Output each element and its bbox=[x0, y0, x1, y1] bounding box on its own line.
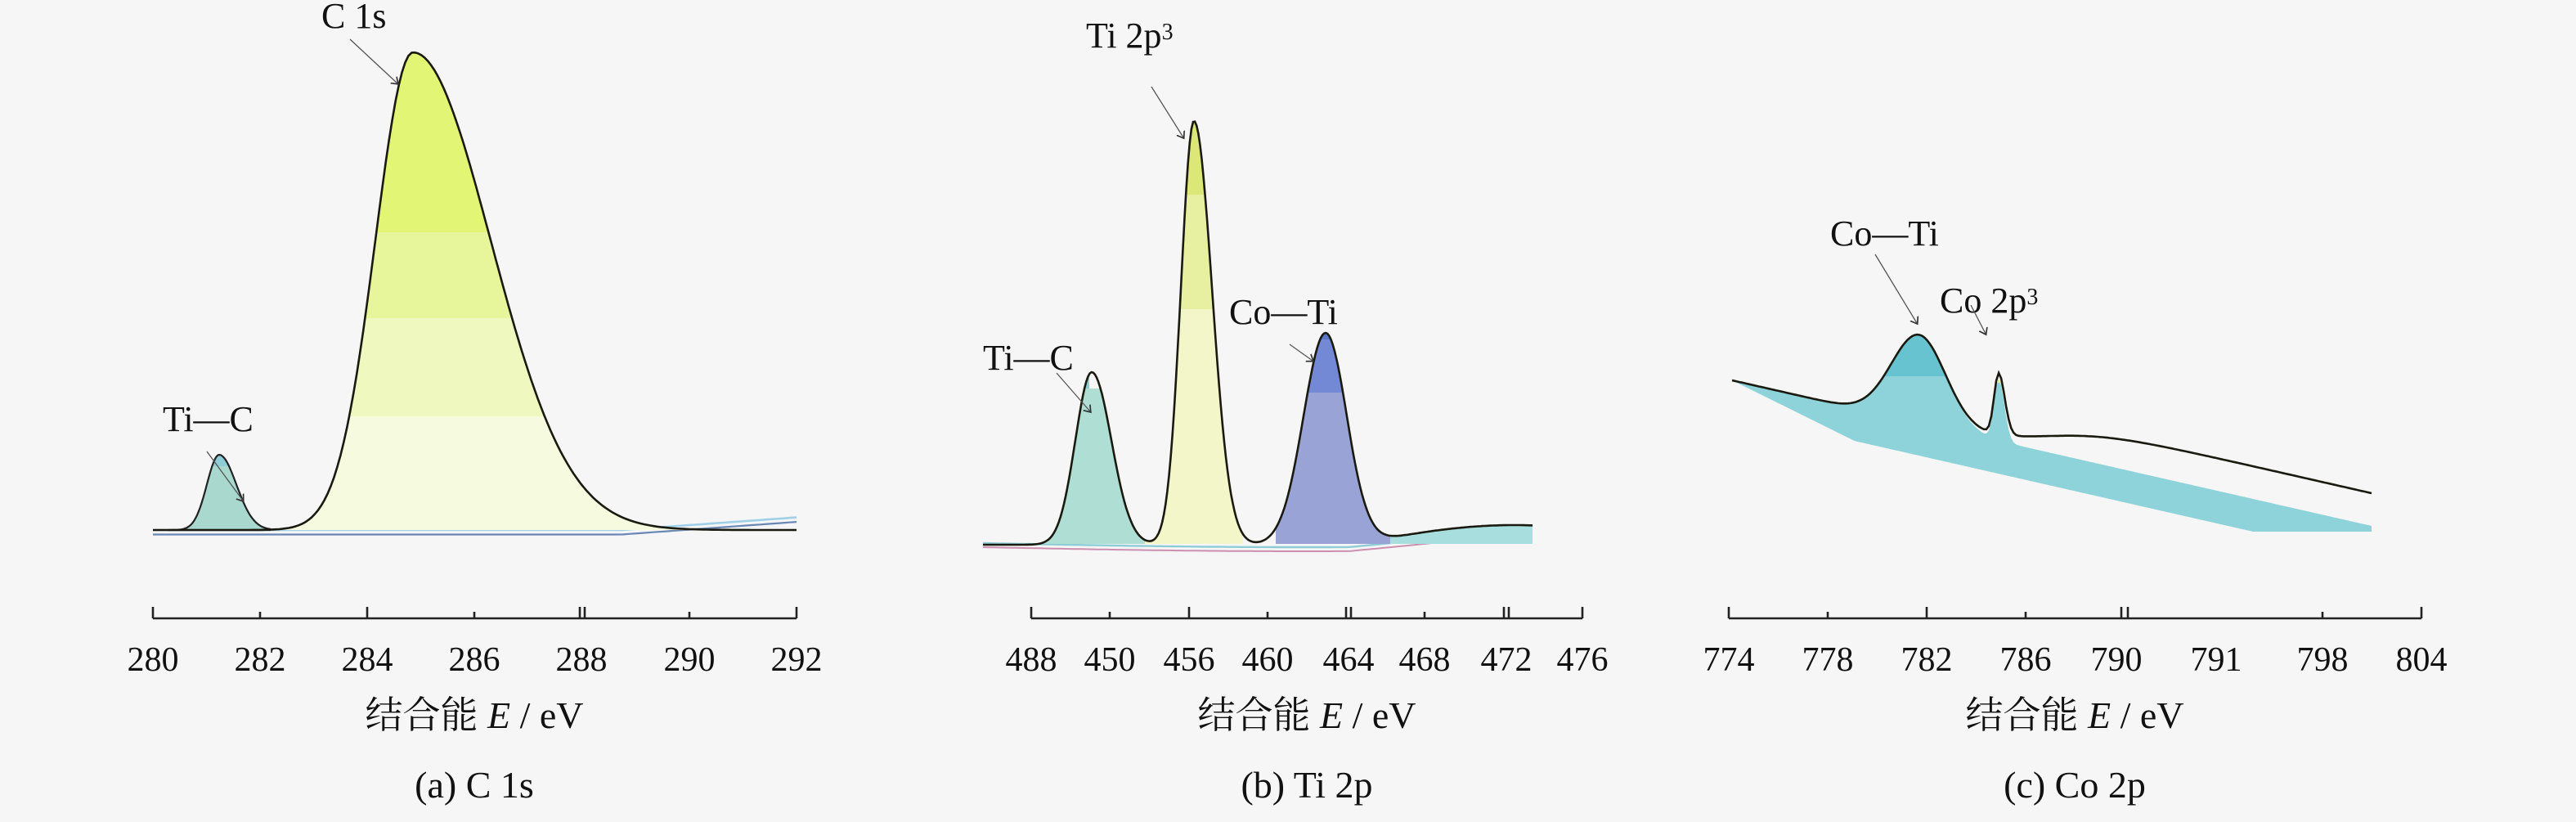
svg-text:(a) C 1s: (a) C 1s bbox=[415, 764, 534, 806]
svg-text:450: 450 bbox=[1084, 641, 1136, 679]
svg-text:798: 798 bbox=[2297, 641, 2349, 679]
svg-text:Co—Ti: Co—Ti bbox=[1229, 292, 1338, 332]
svg-text:460: 460 bbox=[1242, 641, 1294, 679]
svg-text:结合能 E / eV: 结合能 E / eV bbox=[1965, 685, 2183, 739]
svg-text:Ti—C: Ti—C bbox=[163, 399, 254, 439]
svg-text:(c) Co 2p: (c) Co 2p bbox=[2004, 764, 2146, 806]
svg-text:292: 292 bbox=[771, 641, 823, 679]
svg-text:282: 282 bbox=[235, 641, 286, 679]
svg-text:476: 476 bbox=[1557, 641, 1609, 679]
svg-text:778: 778 bbox=[1802, 641, 1854, 679]
svg-text:C 1s: C 1s bbox=[321, 0, 386, 36]
svg-text:774: 774 bbox=[1703, 641, 1755, 679]
svg-text:280: 280 bbox=[128, 641, 179, 679]
svg-text:290: 290 bbox=[664, 641, 716, 679]
svg-text:464: 464 bbox=[1323, 641, 1375, 679]
svg-text:结合能 E / eV: 结合能 E / eV bbox=[1197, 685, 1416, 739]
svg-text:790: 790 bbox=[2091, 641, 2143, 679]
svg-text:Co—Ti: Co—Ti bbox=[1830, 213, 1939, 254]
svg-text:468: 468 bbox=[1399, 641, 1451, 679]
svg-text:(b) Ti 2p: (b) Ti 2p bbox=[1241, 764, 1372, 806]
svg-text:288: 288 bbox=[556, 641, 608, 679]
svg-text:Ti—C: Ti—C bbox=[983, 338, 1074, 378]
svg-text:结合能 E / eV: 结合能 E / eV bbox=[365, 685, 583, 739]
svg-text:782: 782 bbox=[1901, 641, 1953, 679]
svg-text:Ti 2p3: Ti 2p3 bbox=[1086, 16, 1174, 56]
svg-text:786: 786 bbox=[2000, 641, 2052, 679]
svg-text:284: 284 bbox=[342, 641, 393, 679]
svg-text:488: 488 bbox=[1006, 641, 1057, 679]
svg-text:Co 2p3: Co 2p3 bbox=[1940, 281, 2038, 321]
svg-text:804: 804 bbox=[2396, 641, 2448, 679]
svg-text:456: 456 bbox=[1164, 641, 1215, 679]
svg-text:472: 472 bbox=[1481, 641, 1533, 679]
svg-text:791: 791 bbox=[2191, 641, 2242, 679]
svg-text:286: 286 bbox=[449, 641, 500, 679]
